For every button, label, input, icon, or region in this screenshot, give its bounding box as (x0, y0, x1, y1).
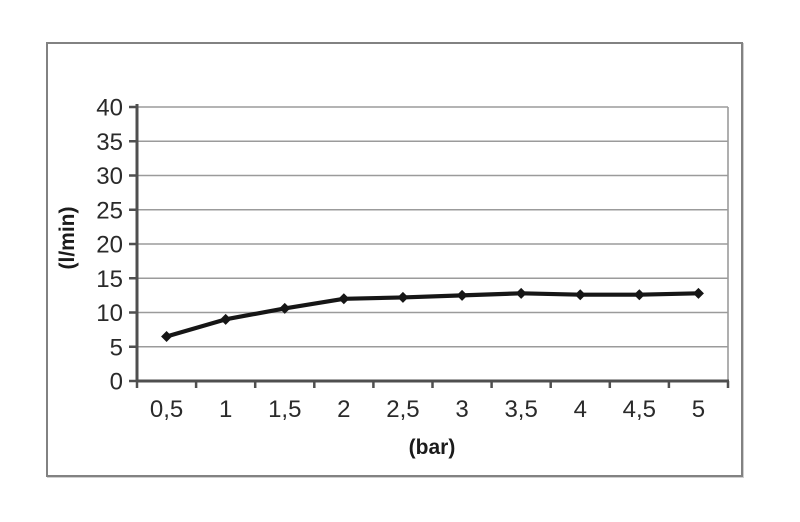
y-tick-label: 0 (110, 369, 123, 396)
y-tick-label: 35 (96, 129, 123, 156)
data-marker (161, 330, 173, 342)
y-tick-label: 5 (110, 334, 123, 361)
y-tick-label: 15 (96, 266, 123, 293)
x-tick-label: 0,5 (150, 396, 183, 423)
data-marker (279, 302, 291, 314)
x-tick-label: 5 (692, 396, 705, 423)
line-chart: 0 5 10 15 20 25 30 35 40 0,5 1 1,5 2 2,5 3 3,5 4 4,5 5 (96, 95, 730, 423)
x-tick-label: 3 (455, 396, 468, 423)
data-marker (397, 291, 409, 303)
y-tick-label: 10 (96, 300, 123, 327)
y-tick-label: 20 (96, 232, 123, 259)
x-tick-label: 4,5 (623, 396, 656, 423)
x-tick-label: 2,5 (386, 396, 419, 423)
data-marker (574, 289, 586, 301)
data-marker (633, 289, 645, 301)
data-marker (220, 313, 232, 325)
data-line (164, 291, 701, 339)
x-tick-label: 1 (219, 396, 232, 423)
x-tick-label: 2 (337, 396, 350, 423)
data-marker (456, 289, 468, 301)
data-marker (338, 293, 350, 305)
y-axis-title: (l/min) (56, 206, 79, 270)
data-marker (515, 287, 527, 299)
chart-figure: 0 5 10 15 20 25 30 35 40 0,5 1 1,5 2 2,5 3 3,5 4 4,5 5 (l/… (46, 42, 743, 477)
y-tick-label: 30 (96, 163, 123, 190)
x-tick-label: 4 (574, 396, 587, 423)
y-tick-label: 25 (96, 197, 123, 224)
x-axis-title: (bar) (408, 436, 456, 459)
y-tick-label: 40 (96, 95, 123, 122)
data-marker (692, 287, 704, 299)
x-tick-label: 3,5 (504, 396, 537, 423)
x-tick-label: 1,5 (268, 396, 301, 423)
